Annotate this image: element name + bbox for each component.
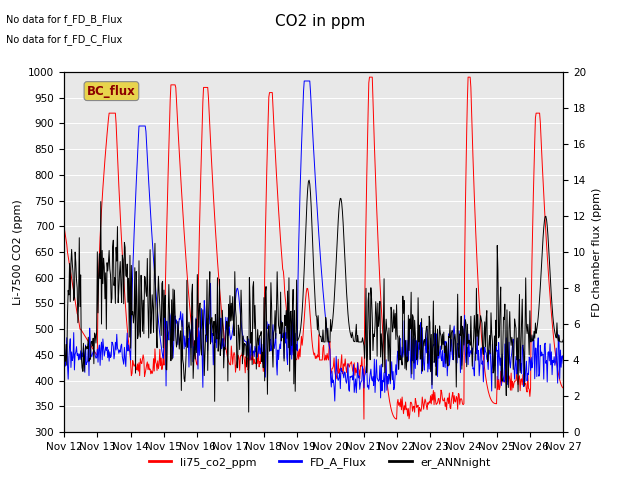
Y-axis label: FD chamber flux (ppm): FD chamber flux (ppm) xyxy=(592,187,602,317)
Text: No data for f_FD_B_Flux: No data for f_FD_B_Flux xyxy=(6,14,123,25)
Legend: li75_co2_ppm, FD_A_Flux, er_ANNnight: li75_co2_ppm, FD_A_Flux, er_ANNnight xyxy=(145,452,495,472)
Y-axis label: Li-7500 CO2 (ppm): Li-7500 CO2 (ppm) xyxy=(13,199,22,305)
Text: BC_flux: BC_flux xyxy=(87,84,136,97)
Text: CO2 in ppm: CO2 in ppm xyxy=(275,14,365,29)
Text: No data for f_FD_C_Flux: No data for f_FD_C_Flux xyxy=(6,34,123,45)
